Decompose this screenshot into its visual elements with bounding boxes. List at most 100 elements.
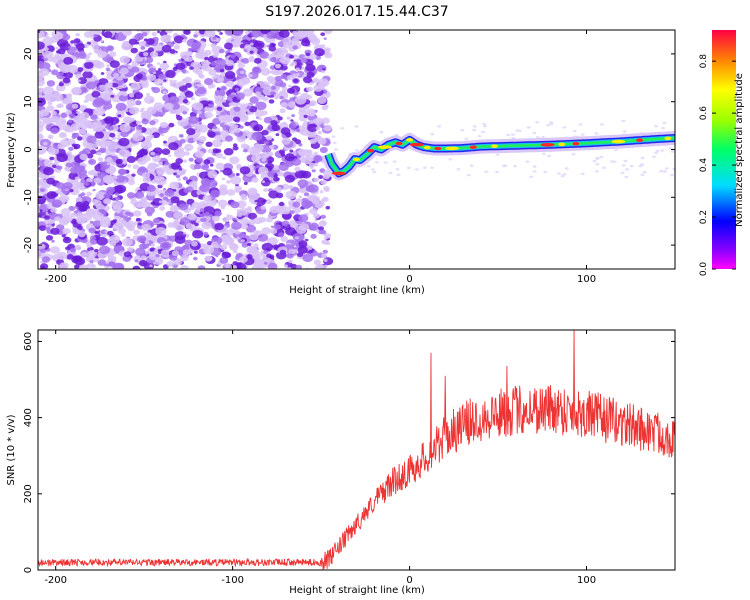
noise-point (494, 170, 499, 174)
noise-point (122, 30, 132, 36)
noise-point (51, 110, 57, 116)
noise-point (257, 166, 269, 175)
noise-point (93, 172, 99, 177)
noise-point (92, 41, 97, 45)
noise-point (66, 93, 72, 98)
noise-point (235, 263, 247, 269)
noise-point (296, 264, 302, 269)
noise-point (194, 31, 199, 35)
noise-point (115, 175, 126, 183)
noise-point (448, 158, 453, 161)
noise-point (270, 91, 275, 96)
noise-point (293, 91, 299, 96)
noise-point (90, 149, 97, 155)
noise-point (207, 170, 218, 179)
noise-point (288, 123, 297, 130)
spectrogram-xlabel: Height of straight line (km) (289, 285, 425, 296)
noise-point (284, 174, 295, 183)
noise-point (315, 55, 321, 61)
track-peak (572, 141, 580, 146)
noise-point (194, 150, 205, 158)
noise-point (464, 137, 469, 141)
noise-point (660, 149, 665, 152)
noise-point (104, 82, 113, 89)
noise-point (50, 207, 57, 213)
noise-point (263, 261, 268, 265)
noise-point (251, 177, 259, 183)
noise-point (110, 94, 115, 98)
noise-point (248, 73, 253, 78)
noise-point (469, 164, 474, 167)
noise-point (372, 170, 377, 174)
noise-point (383, 161, 388, 164)
noise-point (275, 133, 280, 137)
noise-point (104, 265, 109, 269)
noise-point (201, 221, 212, 230)
noise-point (291, 114, 295, 118)
noise-point (97, 157, 104, 162)
noise-point (392, 160, 397, 163)
noise-point (277, 116, 283, 121)
spectrogram-ylabel: Frequency (Hz) (6, 112, 17, 188)
noise-point (280, 153, 286, 157)
noise-point (231, 221, 242, 230)
noise-point (283, 41, 292, 49)
noise-point (159, 121, 169, 129)
noise-point (307, 123, 318, 133)
track-peak (491, 144, 498, 148)
noise-point (92, 188, 96, 192)
noise-point (136, 32, 143, 38)
noise-point (169, 81, 177, 87)
noise-point (178, 134, 184, 138)
noise-point (216, 87, 221, 91)
noise-point (78, 128, 87, 135)
noise-point (168, 122, 175, 128)
noise-point (69, 189, 74, 193)
noise-point (96, 121, 102, 126)
noise-point (90, 143, 98, 149)
noise-point (44, 215, 50, 220)
x-tick-label: -100 (221, 575, 244, 586)
noise-point (289, 54, 295, 59)
noise-point (46, 191, 57, 199)
noise-point (243, 181, 248, 185)
noise-point (216, 106, 223, 111)
noise-point (292, 45, 299, 50)
noise-point (183, 107, 190, 112)
noise-point (246, 206, 252, 211)
noise-point (160, 86, 165, 90)
noise-point (122, 92, 128, 97)
noise-point (189, 66, 194, 70)
noise-point (186, 148, 190, 152)
noise-point (163, 196, 169, 201)
noise-point (71, 143, 77, 148)
noise-point (314, 264, 326, 269)
snr-line (38, 330, 675, 570)
noise-point (168, 154, 172, 157)
noise-point (167, 222, 175, 228)
noise-point (135, 247, 146, 256)
x-tick-label: -200 (44, 575, 67, 586)
noise-point (183, 151, 190, 156)
noise-point (106, 45, 115, 52)
noise-point (242, 88, 253, 97)
noise-point (323, 30, 333, 35)
noise-point (187, 137, 195, 144)
noise-point (234, 30, 243, 37)
noise-point (239, 125, 244, 129)
noise-point (313, 155, 323, 163)
noise-point (86, 135, 97, 144)
noise-point (210, 190, 221, 198)
noise-point (65, 109, 73, 115)
noise-point (40, 109, 50, 116)
noise-point (212, 36, 217, 40)
noise-point (204, 211, 211, 217)
noise-point (186, 128, 196, 136)
noise-point (86, 191, 93, 197)
noise-point (80, 112, 90, 119)
noise-point (185, 70, 189, 74)
noise-point (295, 95, 307, 105)
noise-point (315, 126, 321, 131)
noise-point (147, 162, 156, 170)
noise-point (164, 161, 170, 166)
